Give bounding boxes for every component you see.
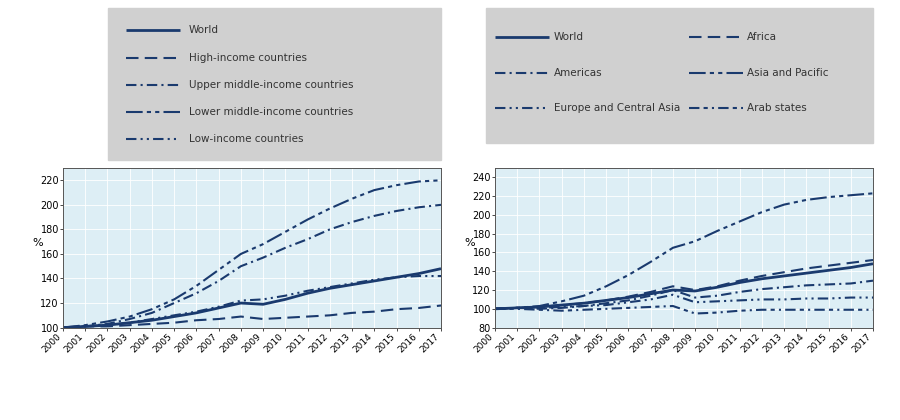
Y-axis label: %: % bbox=[464, 238, 474, 248]
Text: High-income countries: High-income countries bbox=[189, 52, 307, 63]
Text: Asia and Pacific: Asia and Pacific bbox=[747, 68, 829, 78]
Text: World: World bbox=[189, 25, 219, 35]
Text: Europe and Central Asia: Europe and Central Asia bbox=[554, 103, 680, 113]
Text: Arab states: Arab states bbox=[747, 103, 806, 113]
Text: Upper middle-income countries: Upper middle-income countries bbox=[189, 80, 354, 90]
Y-axis label: %: % bbox=[32, 238, 42, 248]
Text: Lower middle-income countries: Lower middle-income countries bbox=[189, 107, 353, 117]
Text: Africa: Africa bbox=[747, 32, 777, 42]
Text: Low-income countries: Low-income countries bbox=[189, 134, 303, 144]
Text: Americas: Americas bbox=[554, 68, 602, 78]
Text: World: World bbox=[554, 32, 583, 42]
